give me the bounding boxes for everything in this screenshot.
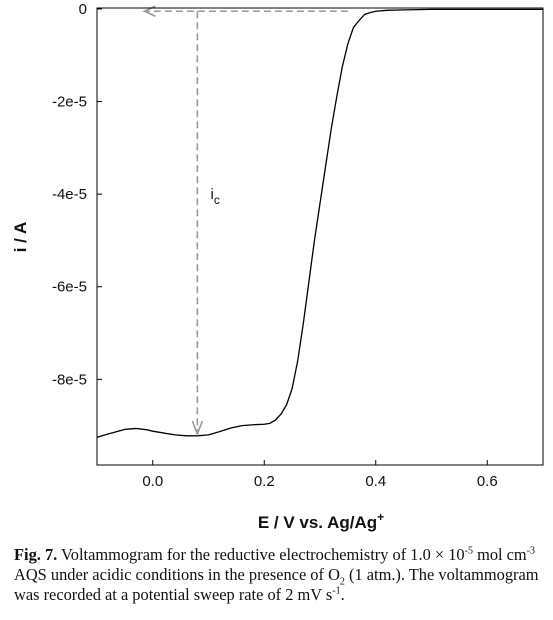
voltammogram-curve <box>96 8 543 438</box>
x-axis-title: E / V vs. Ag/Ag+ <box>258 510 384 532</box>
y-tick-label: -4e-5 <box>52 186 87 203</box>
figure-caption: Fig. 7. Voltammogram for the reductive e… <box>14 545 544 605</box>
y-tick-label: -2e-5 <box>52 94 87 111</box>
caption-text-1: Voltammogram for the reductive electroch… <box>57 545 465 564</box>
caption-label: Fig. 7. <box>14 545 58 564</box>
plot-frame <box>96 7 544 466</box>
y-tick-label: 0 <box>79 1 87 18</box>
caption-text-4: (1 atm.). The voltammogram was recorded … <box>14 565 539 604</box>
caption-text-2: mol cm <box>472 545 527 564</box>
ticks-layer: 0 -2e-5 -4e-5 -6e-5 -8e-5 0.0 0.2 0.4 0.6 <box>52 1 498 490</box>
y-tick-label: -6e-5 <box>52 279 87 296</box>
x-tick-label: 0.2 <box>254 473 275 490</box>
x-tick-label: 0.0 <box>142 473 163 490</box>
caption-sup-1: -5 <box>464 545 473 557</box>
caption-text-3: AQS under acidic conditions in the prese… <box>14 565 340 584</box>
arrow-down-head <box>191 420 204 437</box>
y-tick-label: -8e-5 <box>52 371 87 388</box>
voltammogram-chart: 0 -2e-5 -4e-5 -6e-5 -8e-5 0.0 0.2 0.4 0.6 ic E /… <box>11 1 544 532</box>
x-tick-label: 0.4 <box>365 473 386 490</box>
ic-label: ic <box>211 186 220 207</box>
y-axis-title: i / A <box>11 222 30 253</box>
caption-sup-3: -1 <box>332 585 341 597</box>
x-tick-label: 0.6 <box>477 473 498 490</box>
caption-sup-2: -3 <box>526 545 536 557</box>
caption-text-5: . <box>340 585 345 604</box>
caption-sub-1: 2 <box>339 576 345 588</box>
